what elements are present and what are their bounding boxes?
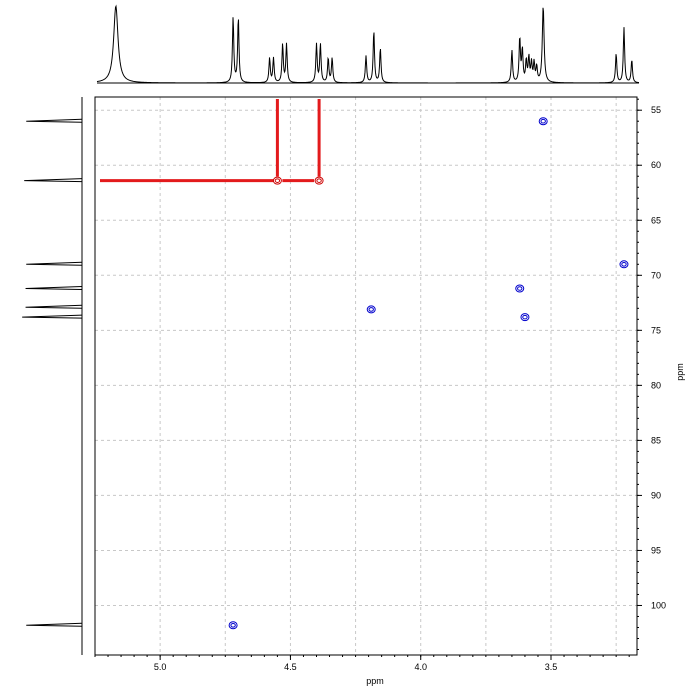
crosshair-markers [100,99,321,183]
contour-outer [538,117,548,126]
contour-inner [522,314,528,320]
f1-peak [25,304,83,309]
x-tick-label: 4.0 [414,662,427,672]
cross-peak [272,176,282,185]
y-tick-label: 90 [651,490,661,500]
f1-peak [25,286,83,291]
f1-peak [26,118,83,123]
cross-peak [228,621,238,630]
contour-outer [366,305,376,314]
f1-peak [26,622,83,627]
y-tick-label: 70 [651,270,661,280]
cross-peak [515,284,525,293]
contour-inner [230,622,236,628]
x-tick-label: 4.5 [284,662,297,672]
f1-peak [24,178,83,183]
cross-peaks [228,117,629,630]
y-tick-label: 75 [651,325,661,335]
contour-outer [520,313,530,322]
cross-peak [366,305,376,314]
contour-outer [619,260,629,269]
y-tick-label: 80 [651,380,661,390]
f1-projection-spectrum [22,97,83,655]
x-tick-label: 3.5 [545,662,558,672]
contour-inner [517,286,523,291]
x-axis: 5.0 4.5 4.0 3.5 [94,655,630,672]
cross-peak [520,313,530,322]
y-tick-label: 85 [651,435,661,445]
contour-inner [540,118,546,124]
f2-spectrum-trace [96,4,640,84]
contour-outer [515,284,525,293]
x-tick-label: 5.0 [154,662,167,672]
y-axis: 55 60 65 70 75 80 85 90 95 100 [637,98,666,650]
contour-inner [368,307,374,312]
grid-lines [94,97,637,655]
f1-peak [22,314,83,319]
y-tick-label: 95 [651,545,661,555]
f1-peak [26,261,83,266]
x-axis-label: ppm [366,676,384,686]
contour-outer [314,176,324,185]
contour-inner [274,178,281,183]
cross-peak [314,176,324,185]
plot-frame [94,96,638,656]
y-axis-label: ppm [675,363,685,381]
contour-outer [228,621,238,630]
y-tick-label: 55 [651,105,661,115]
contour-inner [621,261,627,267]
f2-projection-spectrum [96,4,640,84]
cross-peak [619,260,629,269]
cross-peak [538,117,548,126]
contour-outer [272,176,282,185]
contour-inner [316,178,322,183]
y-tick-label: 65 [651,215,661,225]
y-tick-label: 60 [651,160,661,170]
y-tick-label: 100 [651,600,666,610]
